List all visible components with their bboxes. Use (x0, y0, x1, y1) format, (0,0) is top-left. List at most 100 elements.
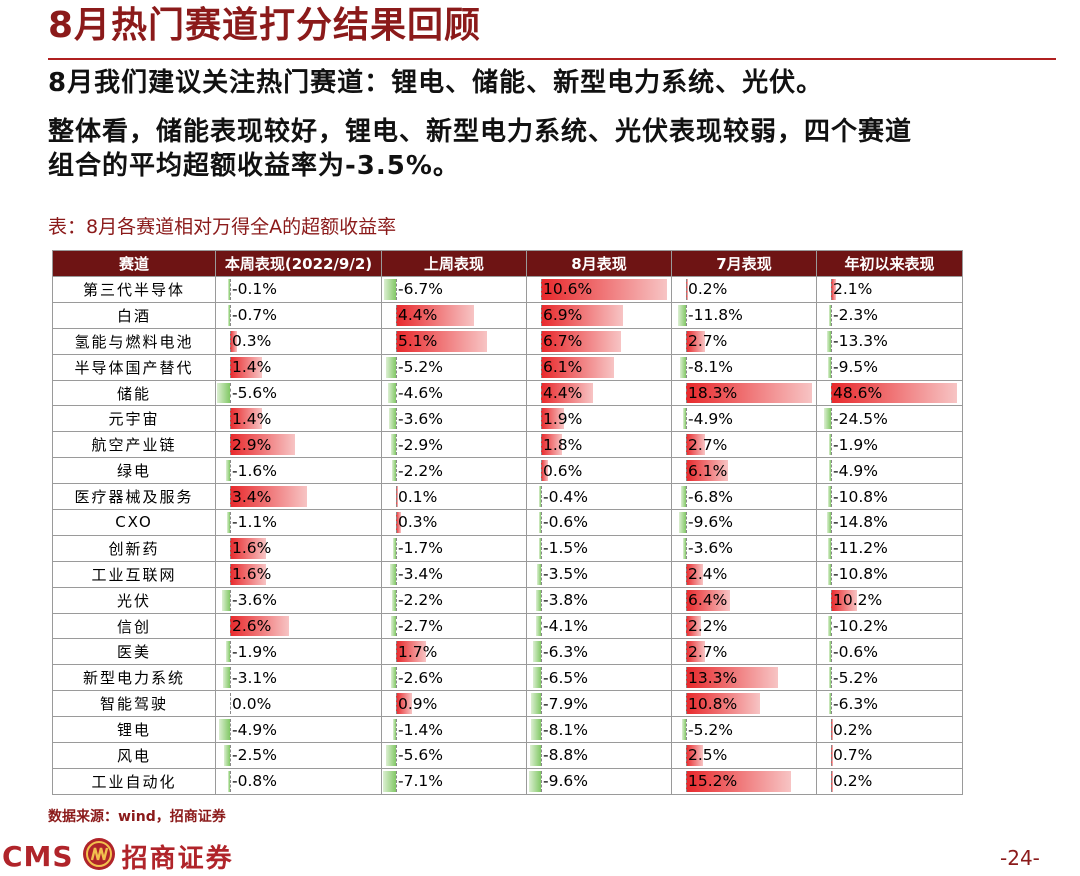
table-row: 风电 -2.5% -5.6% -8.8% 2.5% 0.7% (52, 742, 963, 769)
negative-databar (829, 304, 831, 326)
sector-name: 锂电 (52, 716, 216, 744)
cell-value: -0.6% (543, 513, 588, 532)
zero-axis (831, 279, 832, 300)
cell-august: -1.5% (526, 534, 672, 562)
cell-august: -7.9% (526, 690, 672, 718)
negative-databar (824, 408, 831, 430)
zero-axis (686, 279, 687, 300)
cell-ytd: -0.6% (816, 638, 963, 666)
cell-july: -3.6% (671, 534, 817, 562)
zero-axis (831, 537, 832, 559)
negative-databar (383, 279, 396, 300)
cell-value: -4.1% (543, 617, 588, 636)
table-row: 锂电 -4.9% -1.4% -8.1% -5.2% 0.2% (52, 716, 963, 744)
zero-axis (541, 408, 542, 430)
table-body: 第三代半导体 -0.1% -6.7% 10.6% 0.2% 2.1% 白酒 -0.7% 4.4%… (52, 276, 963, 795)
cell-august: 6.1% (526, 353, 672, 381)
cell-value: -1.5% (543, 539, 588, 558)
sector-name: 信创 (52, 612, 216, 640)
zero-axis (230, 460, 231, 482)
cell-ytd: -1.9% (816, 431, 963, 459)
positive-databar (230, 356, 262, 378)
positive-databar (686, 641, 705, 663)
negative-databar (228, 279, 230, 300)
zero-axis (831, 382, 832, 404)
cell-value: 18.3% (688, 384, 738, 402)
negative-databar (683, 537, 686, 559)
cell-value: -9.5% (833, 358, 878, 377)
cell-value: 10.6% (543, 280, 593, 299)
zero-axis (831, 693, 832, 715)
cell-value: 10.8% (688, 694, 738, 713)
negative-databar (828, 486, 831, 508)
cell-july: 2.7% (671, 327, 817, 355)
cell-july: -9.6% (671, 509, 817, 536)
sector-name: 绿电 (52, 457, 216, 485)
cell-ytd: -13.3% (816, 327, 963, 355)
cell-value: -6.8% (688, 487, 733, 506)
zero-axis (831, 615, 832, 637)
sector-name: 半导体国产替代 (52, 353, 216, 381)
cell-july: -4.9% (671, 405, 817, 433)
negative-databar (392, 537, 396, 559)
negative-databar (224, 745, 230, 766)
negative-databar (531, 693, 541, 715)
cell-value: -6.7% (398, 280, 443, 299)
zero-axis (686, 382, 687, 404)
cell-this-week: -1.6% (215, 457, 382, 485)
zero-axis (541, 589, 542, 611)
zero-axis (230, 745, 231, 766)
cell-value: -9.6% (543, 772, 588, 791)
cell-value: -0.4% (543, 487, 588, 506)
table-row: 信创 2.6% -2.7% -4.1% 2.2% -10.2% (52, 612, 963, 640)
cell-value: -8.1% (688, 358, 733, 377)
negative-databar (222, 667, 230, 689)
table-row: 智能驾驶 0.0% 0.9% -7.9% 10.8% -6.3% (52, 690, 963, 718)
zero-axis (686, 770, 687, 792)
zero-axis (831, 486, 832, 508)
table-row: 白酒 -0.7% 4.4% 6.9% -11.8% -2.3% (52, 301, 963, 329)
recommendation-text: 8月我们建议关注热门赛道：锂电、储能、新型电力系统、光伏。 (48, 68, 824, 98)
cell-ytd: -14.8% (816, 509, 963, 536)
cell-this-week: 0.0% (215, 690, 382, 718)
zero-axis (541, 434, 542, 456)
cell-july: 13.3% (671, 664, 817, 692)
negative-databar (828, 537, 831, 559)
zero-axis (831, 770, 832, 792)
positive-databar (686, 693, 761, 715)
cell-august: 4.4% (526, 379, 672, 407)
zero-axis (831, 434, 832, 456)
negative-databar (533, 641, 541, 663)
cell-last-week: 1.7% (381, 638, 527, 666)
cell-last-week: -4.6% (381, 379, 527, 407)
cell-last-week: 0.9% (381, 690, 527, 718)
negative-databar (829, 641, 831, 663)
logo-latin-text: CMS (2, 839, 74, 873)
cell-august: -0.4% (526, 483, 672, 511)
cell-value: -3.5% (543, 565, 588, 584)
cell-this-week: -2.5% (215, 742, 382, 769)
negative-databar (829, 693, 831, 715)
cell-july: -11.8% (671, 301, 817, 329)
positive-databar (686, 434, 705, 456)
cell-july: 2.5% (671, 742, 817, 769)
table-row: 创新药 1.6% -1.7% -1.5% -3.6% -11.2% (52, 534, 963, 562)
sector-name: 航空产业链 (52, 431, 216, 459)
zero-axis (541, 667, 542, 689)
zero-axis (541, 330, 542, 352)
zero-axis (396, 356, 397, 378)
cell-value: -1.4% (398, 720, 443, 739)
cell-value: 0.0% (232, 694, 272, 713)
cell-value: 1.9% (543, 409, 583, 428)
zero-axis (396, 486, 397, 508)
negative-databar (228, 770, 230, 792)
negative-databar (387, 382, 396, 404)
negative-databar (389, 408, 396, 430)
cell-value: -11.2% (833, 539, 888, 558)
zero-axis (831, 745, 832, 766)
zero-axis (686, 693, 687, 715)
sector-name: 第三代半导体 (52, 276, 216, 303)
cell-ytd: -10.8% (816, 560, 963, 588)
positive-databar (831, 589, 858, 611)
negative-databar (827, 330, 831, 352)
